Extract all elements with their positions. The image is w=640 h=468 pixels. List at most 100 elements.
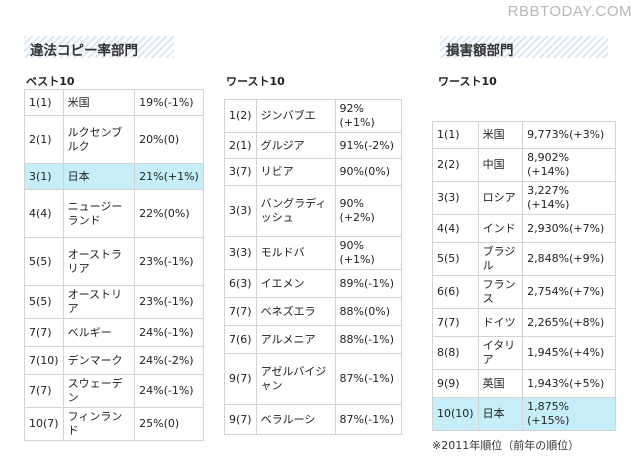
- country-cell: イエメン: [255, 269, 336, 298]
- value-cell: 90%(+1%): [334, 236, 403, 270]
- table-row: 9(7) ベラルーシ 87%(-1%): [224, 404, 403, 435]
- rank-cell: 5(5): [24, 285, 64, 319]
- country-cell: スウェーデン: [62, 374, 136, 408]
- damage-worst10-table: 1(1) 米国 9,773%(+3%) 2(2) 中国 8,902%(+14%) 3(3…: [432, 121, 616, 431]
- country-cell: 米国: [62, 89, 136, 116]
- rank-cell: 10(10): [432, 397, 479, 431]
- country-cell: フランス: [477, 275, 524, 309]
- rank-cell: 7(7): [432, 308, 479, 337]
- country-cell: デンマーク: [62, 346, 136, 375]
- worst10-label: ワースト10: [226, 75, 285, 88]
- table-row: 8(8) イタリア 1,945%(+4%): [432, 336, 616, 370]
- country-cell: ニュージーランド: [62, 189, 136, 238]
- rank-cell: 8(8): [432, 336, 479, 370]
- table-row: 1(2) ジンバブエ 92%(+1%): [224, 99, 403, 133]
- rank-cell: 2(1): [24, 115, 64, 164]
- value-cell: 19%(-1%): [134, 89, 204, 116]
- country-cell: 中国: [477, 148, 524, 182]
- table-row: 7(7) ベネズエラ 88%(0%): [224, 297, 403, 326]
- table-row: 10(7) フィンランド 25%(0): [24, 407, 204, 441]
- rank-cell: 7(10): [24, 346, 64, 375]
- country-cell: ジンバブエ: [255, 99, 336, 133]
- value-cell: 88%(0%): [334, 297, 403, 326]
- country-cell: バングラディッシュ: [255, 185, 336, 237]
- rank-cell: 7(7): [24, 318, 64, 347]
- value-cell: 2,930%(+7%): [522, 214, 616, 243]
- value-cell: 90%(+2%): [334, 185, 403, 237]
- table-row-highlighted: 3(1) 日本 21%(+1%): [24, 163, 204, 190]
- rank-cell: 5(5): [432, 242, 479, 276]
- value-cell: 87%(-1%): [334, 353, 403, 405]
- value-cell: 21%(+1%): [134, 163, 204, 190]
- country-cell: ルクセンブルク: [62, 115, 136, 164]
- rank-cell: 4(4): [24, 189, 64, 238]
- table-row: 7(7) ベルギー 24%(-1%): [24, 318, 204, 347]
- site-watermark: RBBTODAY.COM: [507, 3, 632, 20]
- value-cell: 91%(-2%): [334, 132, 403, 159]
- table-row: 9(7) アゼルバイジャン 87%(-1%): [224, 353, 403, 405]
- table-row: 5(5) ブラジル 2,848%(+9%): [432, 242, 616, 276]
- rank-cell: 1(2): [224, 99, 257, 133]
- table-row: 3(3) バングラディッシュ 90%(+2%): [224, 185, 403, 237]
- rank-cell: 2(2): [432, 148, 479, 182]
- value-cell: 20%(0): [134, 115, 204, 164]
- illegal-copy-section-title-text: 違法コピー率部門: [30, 43, 138, 59]
- table-row: 9(9) 英国 1,943%(+5%): [432, 369, 616, 398]
- table-row: 6(3) イエメン 89%(-1%): [224, 269, 403, 298]
- table-row: 7(6) アルメニア 88%(-1%): [224, 325, 403, 354]
- value-cell: 1,945%(+4%): [522, 336, 616, 370]
- best10-label: ベスト10: [26, 75, 75, 88]
- rank-cell: 7(6): [224, 325, 257, 354]
- country-cell: 米国: [477, 121, 524, 149]
- country-cell: ドイツ: [477, 308, 524, 337]
- damage-worst10-label: ワースト10: [438, 75, 497, 88]
- value-cell: 90%(0%): [334, 158, 403, 186]
- value-cell: 87%(-1%): [334, 404, 403, 435]
- table-row: 1(1) 米国 19%(-1%): [24, 89, 204, 116]
- rank-cell: 1(1): [432, 121, 479, 149]
- country-cell: アゼルバイジャン: [255, 353, 336, 405]
- rank-cell: 9(7): [224, 404, 257, 435]
- value-cell: 9,773%(+3%): [522, 121, 616, 149]
- value-cell: 2,754%(+7%): [522, 275, 616, 309]
- footnote: ※2011年順位（前年の順位）: [432, 439, 580, 452]
- illegal-copy-section-title: 違法コピー率部門: [24, 36, 174, 59]
- rank-cell: 7(7): [24, 374, 64, 408]
- table-row: 3(3) ロシア 3,227%(+14%): [432, 181, 616, 215]
- rank-cell: 1(1): [24, 89, 64, 116]
- value-cell: 24%(-1%): [134, 318, 204, 347]
- damage-section-title-text: 損害額部門: [446, 43, 514, 59]
- rank-cell: 3(3): [224, 185, 257, 237]
- table-row: 5(5) オーストリア 23%(-1%): [24, 285, 204, 319]
- table-row: 7(10) デンマーク 24%(-2%): [24, 346, 204, 375]
- rank-cell: 9(7): [224, 353, 257, 405]
- value-cell: 2,265%(+8%): [522, 308, 616, 337]
- rank-cell: 10(7): [24, 407, 64, 441]
- country-cell: ベルギー: [62, 318, 136, 347]
- rank-cell: 3(7): [224, 158, 257, 186]
- value-cell: 3,227%(+14%): [522, 181, 616, 215]
- table-row: 3(7) リビア 90%(0%): [224, 158, 403, 186]
- table-row: 1(1) 米国 9,773%(+3%): [432, 121, 616, 149]
- table-row: 5(5) オーストラリア 23%(-1%): [24, 237, 204, 286]
- rank-cell: 5(5): [24, 237, 64, 286]
- best10-table: 1(1) 米国 19%(-1%) 2(1) ルクセンブルク 20%(0) 3(1) 日本 2…: [24, 89, 204, 441]
- country-cell: モルドバ: [255, 236, 336, 270]
- value-cell: 25%(0): [134, 407, 204, 441]
- value-cell: 24%(-1%): [134, 374, 204, 408]
- country-cell: インド: [477, 214, 524, 243]
- rank-cell: 2(1): [224, 132, 257, 159]
- value-cell: 2,848%(+9%): [522, 242, 616, 276]
- value-cell: 8,902%(+14%): [522, 148, 616, 182]
- table-row: 4(4) インド 2,930%(+7%): [432, 214, 616, 243]
- table-row: 3(3) モルドバ 90%(+1%): [224, 236, 403, 270]
- rank-cell: 3(3): [432, 181, 479, 215]
- rank-cell: 6(6): [432, 275, 479, 309]
- country-cell: ベネズエラ: [255, 297, 336, 326]
- country-cell: 日本: [62, 163, 136, 190]
- rank-cell: 3(3): [224, 236, 257, 270]
- rank-cell: 6(3): [224, 269, 257, 298]
- rank-cell: 4(4): [432, 214, 479, 243]
- value-cell: 88%(-1%): [334, 325, 403, 354]
- country-cell: グルジア: [255, 132, 336, 159]
